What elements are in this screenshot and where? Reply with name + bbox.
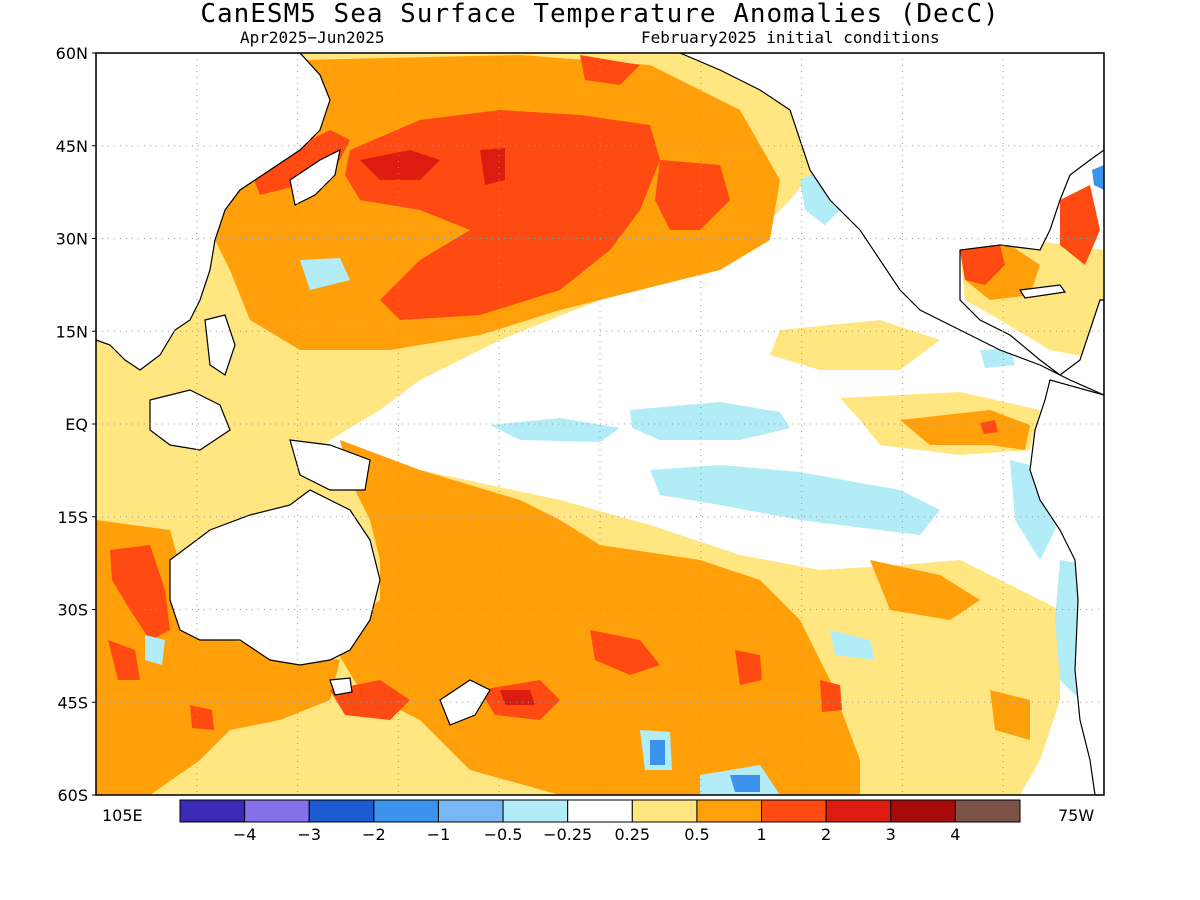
colorbar xyxy=(179,799,1021,823)
lat-tick-label: 60N xyxy=(56,44,88,63)
colorbar-swatch xyxy=(373,799,439,823)
lat-tick-label: 30S xyxy=(57,601,88,620)
colorbar-tick-label: −4 xyxy=(233,825,257,844)
australia-landmass xyxy=(169,489,381,666)
colorbar-swatch xyxy=(696,799,763,823)
lat-tick-label: 60S xyxy=(57,786,88,805)
colorbar-swatch xyxy=(244,799,310,823)
colorbar-tick-label: 3 xyxy=(886,825,896,844)
cuba xyxy=(1018,284,1067,299)
colorbar-tick-label: 4 xyxy=(950,825,960,844)
colorbar-tick-label: −2 xyxy=(362,825,386,844)
colorbar-swatch xyxy=(954,799,1021,823)
philippines xyxy=(204,314,236,376)
colorbar-swatch xyxy=(761,799,827,823)
latitude-axis: 60N 45N 30N 15N EQ 15S 30S 45S 60S xyxy=(56,44,96,805)
colorbar-tick-label: −1 xyxy=(427,825,451,844)
south-america-landmass xyxy=(1029,379,1104,795)
colorbar-tick-label: 1 xyxy=(756,825,766,844)
colorbar-swatch xyxy=(890,799,956,823)
lat-tick-label: 45S xyxy=(57,693,88,712)
lat-tick-label: 15N xyxy=(56,322,88,341)
lon-label-left: 105E xyxy=(102,806,143,825)
coastlines xyxy=(96,53,1104,795)
colorbar-swatch xyxy=(631,799,698,823)
lat-tick-label: 30N xyxy=(56,230,88,249)
colorbar-tick-label: 2 xyxy=(821,825,831,844)
lat-tick-label: EQ xyxy=(65,415,88,434)
asia-landmass xyxy=(96,53,331,371)
new-guinea xyxy=(289,439,371,491)
colorbar-swatch xyxy=(179,799,246,823)
colorbar-labels: −4 −3 −2 −1 −0.5 −0.25 0.25 0.5 1 2 3 4 xyxy=(233,825,961,844)
initial-conditions: February2025 initial conditions xyxy=(641,28,940,47)
colorbar-swatch xyxy=(437,799,504,823)
colorbar-tick-label: −0.25 xyxy=(543,825,592,844)
colorbar-swatch xyxy=(502,799,569,823)
lon-label-right: 75W xyxy=(1058,806,1094,825)
maritime-continent-islands xyxy=(149,389,231,451)
lat-tick-label: 15S xyxy=(57,508,88,527)
new-zealand xyxy=(439,679,491,726)
north-america-landmass xyxy=(679,53,1104,396)
colorbar-tick-label: 0.25 xyxy=(614,825,650,844)
japan-islands xyxy=(289,148,341,206)
colorbar-swatch xyxy=(825,799,892,823)
map-title: CanESM5 Sea Surface Temperature Anomalie… xyxy=(200,0,1000,29)
colorbar-tick-label: 0.5 xyxy=(684,825,709,844)
colorbar-tick-label: −0.5 xyxy=(484,825,523,844)
anomaly-2-3-regions xyxy=(360,148,535,705)
colorbar-swatch xyxy=(567,799,633,823)
colorbar-swatch xyxy=(308,799,375,823)
colorbar-tick-label: −3 xyxy=(297,825,321,844)
graticule xyxy=(96,53,1104,795)
forecast-period: Apr2025−Jun2025 xyxy=(240,28,385,47)
tasmania xyxy=(329,677,353,696)
lat-tick-label: 45N xyxy=(56,137,88,156)
